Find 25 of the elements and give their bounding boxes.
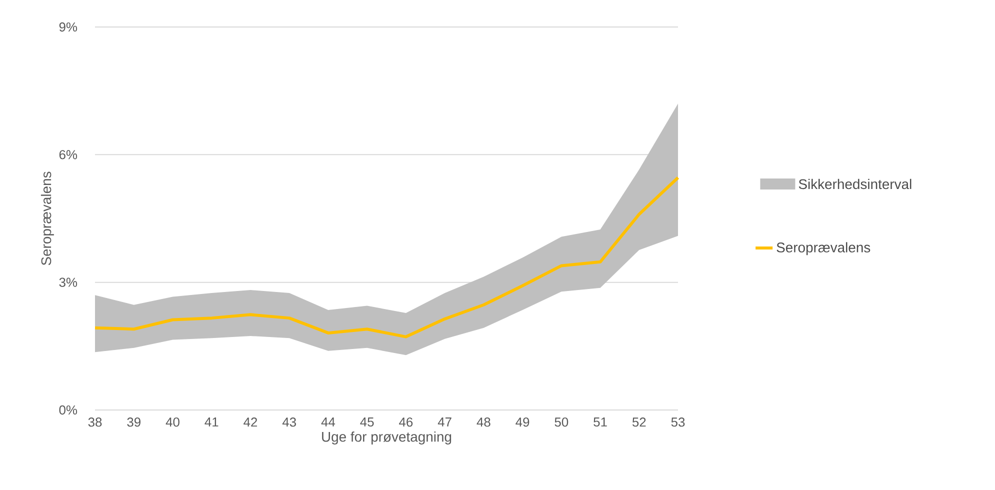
x-tick-label: 44	[321, 418, 336, 426]
text: Sikkerhedsinterval	[798, 178, 912, 190]
x-tick-label: 41	[204, 418, 218, 426]
x-tick-label: 45	[360, 418, 374, 427]
x-tick-label: 42	[244, 418, 258, 427]
x-tick-label: 47	[438, 418, 452, 426]
y-axis-title: Seroprævalens	[40, 172, 54, 266]
y-tick-label: 9%	[59, 22, 78, 32]
y-tick-label: 3%	[59, 278, 78, 287]
x-tick-label: 46	[399, 418, 413, 427]
x-tick-label: 39	[127, 418, 140, 427]
legend-label: Seroprævalens	[776, 242, 870, 256]
x-tick-label: 48	[476, 418, 490, 427]
x-tick-label: 53	[671, 418, 685, 427]
x-tick-label: 51	[594, 418, 607, 427]
x-tick-label: 43	[282, 418, 296, 427]
line-series	[94, 176, 680, 338]
x-tick-label: 49	[516, 418, 530, 427]
x-tick-label: 52	[632, 418, 646, 427]
y-tick-label: 6%	[59, 150, 78, 160]
x-axis-title: Uge for prøvetagning	[322, 432, 452, 445]
x-tick-label: 38	[88, 418, 102, 427]
y-tick-label: 0%	[59, 405, 78, 415]
x-tick-label: 40	[166, 418, 180, 427]
x-tick-label: 50	[554, 418, 568, 427]
